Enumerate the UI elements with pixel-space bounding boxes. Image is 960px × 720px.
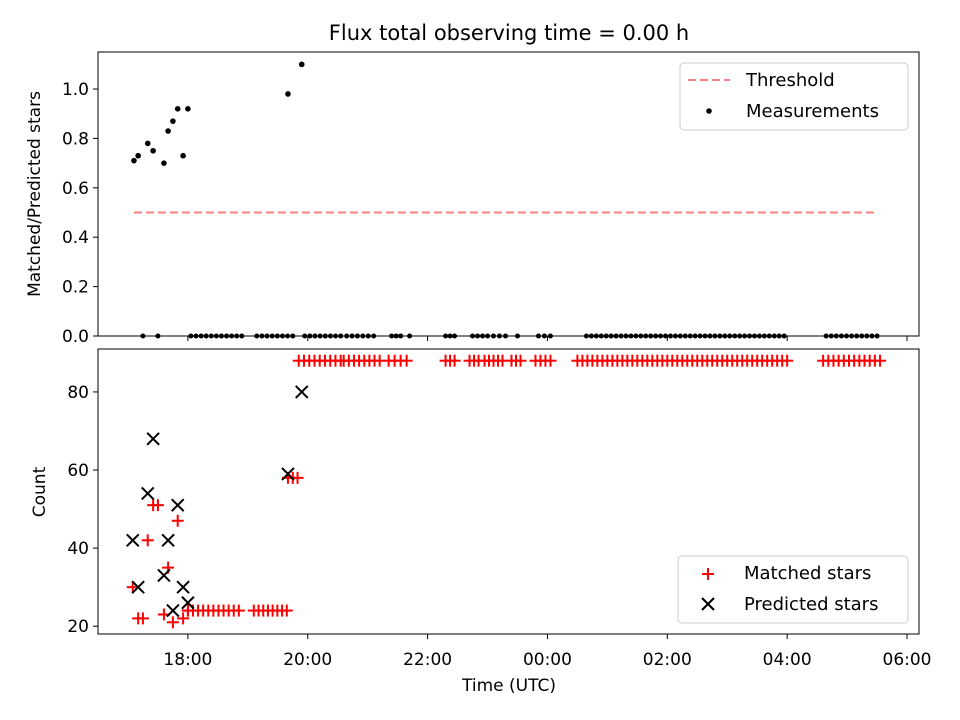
cross-b	[295, 385, 309, 399]
matched-star-point	[141, 534, 154, 547]
measurement-point	[131, 157, 137, 164]
y-tick-label: 60	[67, 461, 89, 481]
matched-star-point	[291, 471, 304, 484]
cross-b	[166, 603, 180, 618]
matched-star-point	[177, 612, 190, 625]
y-tick-label: 1.0	[62, 80, 89, 100]
cross-b	[141, 486, 155, 501]
cross-b	[126, 533, 140, 548]
y-tick-label: 0.6	[62, 179, 89, 199]
predicted-star-point	[176, 580, 190, 594]
matched-star-point	[280, 604, 293, 617]
y-tick-label: 0.8	[62, 129, 89, 149]
matched-star-point	[166, 616, 179, 629]
legend-measurements-swatch	[706, 108, 712, 114]
predicted-star-point	[281, 467, 295, 481]
cross-b	[281, 467, 295, 481]
x-axis-ticks: 18:00 20:00 22:00 00:00 02:00 04:00 06:00	[163, 634, 932, 670]
x-tick-label: 20:00	[283, 650, 332, 670]
top-axes-frame	[97, 51, 920, 337]
matched-star-point	[136, 612, 149, 625]
bottom-panel: 20 40 60 80 18:00 20:00 22:00 00:00 02:00 04:00 0…	[30, 348, 932, 696]
matched-star-point	[448, 354, 461, 367]
matched-bands	[181, 354, 887, 617]
cross-b	[157, 568, 171, 583]
y-tick-label: 40	[67, 539, 89, 559]
legend-predicted-swatch	[701, 597, 715, 611]
matched-star-point	[514, 354, 527, 367]
y-tick-label: 0.4	[62, 228, 89, 248]
legend-box	[679, 62, 909, 131]
predicted-star-point	[170, 498, 185, 512]
y-tick-label: 0.0	[62, 327, 89, 347]
predicted-star-point	[157, 568, 171, 583]
cross-b	[176, 580, 190, 594]
bottom-axes-frame	[97, 348, 920, 635]
legend-predicted-label: Predicted stars	[744, 594, 878, 615]
y-axis-ticks: 20 40 60 80	[67, 383, 98, 637]
predicted-series	[126, 385, 309, 618]
measurements-series	[131, 61, 305, 166]
x-tick-label: 04:00	[763, 650, 812, 670]
measurement-point	[161, 160, 167, 166]
predicted-star-point	[131, 580, 145, 594]
y-tick-label: 20	[67, 617, 89, 637]
cross-b	[161, 533, 175, 548]
measurement-point	[144, 140, 151, 147]
legend-measurements-label: Measurements	[746, 101, 879, 122]
y-axis-label: Count	[30, 466, 50, 517]
predicted-star-point	[161, 533, 175, 548]
top-panel: 0.0 0.2 0.4 0.6 0.8 1.0 Matched/Predicted sta…	[25, 51, 920, 347]
cross-b	[170, 498, 185, 512]
matched-star-point	[171, 514, 184, 527]
predicted-star-point	[126, 533, 140, 548]
matched-star-point	[544, 354, 557, 367]
legend-matched-swatch	[702, 568, 714, 580]
measurement-point	[180, 152, 186, 159]
x-tick-label: 06:00	[883, 650, 932, 670]
measurement-point	[135, 152, 141, 159]
x-tick-label: 22:00	[403, 650, 452, 670]
legend: Threshold Measurements	[679, 62, 909, 131]
x-tick-label: 00:00	[523, 650, 572, 670]
cross-b	[146, 432, 160, 446]
matched-star-point	[151, 499, 164, 512]
measurement-point	[298, 61, 305, 68]
measurement-point	[150, 147, 156, 154]
predicted-star-point	[181, 596, 195, 610]
x-axis-label: Time (UTC)	[461, 676, 556, 696]
cross-b	[131, 580, 145, 594]
matched-star-point	[874, 354, 887, 367]
measurement-point	[170, 118, 176, 124]
legend-threshold-label: Threshold	[745, 70, 835, 91]
legend-box	[677, 555, 909, 624]
y-tick-label: 80	[67, 383, 89, 403]
cross-b	[181, 596, 195, 610]
chart-title: Flux total observing time = 0.00 h	[329, 21, 689, 45]
measurement-point	[185, 106, 191, 112]
legend-matched-label: Matched stars	[744, 563, 871, 584]
measurement-point	[174, 106, 181, 112]
measurement-point	[165, 128, 171, 134]
x-tick-label: 02:00	[643, 650, 692, 670]
matched-star-point	[781, 354, 794, 367]
y-axis-label: Matched/Predicted stars	[25, 91, 45, 297]
matched-star-point	[400, 354, 413, 367]
predicted-star-point	[295, 385, 309, 399]
predicted-star-point	[146, 432, 160, 446]
x-tick-label: 18:00	[163, 650, 212, 670]
predicted-star-point	[166, 603, 180, 618]
x-axis-ticks	[187, 336, 908, 341]
matched-star-point	[232, 604, 245, 617]
y-axis-ticks: 0.0 0.2 0.4 0.6 0.8 1.0	[62, 80, 98, 347]
y-tick-label: 0.2	[62, 278, 89, 298]
measurement-point	[285, 91, 291, 97]
matched-star-point	[181, 604, 194, 617]
predicted-star-point	[141, 486, 155, 501]
legend: Matched stars Predicted stars	[677, 555, 909, 624]
